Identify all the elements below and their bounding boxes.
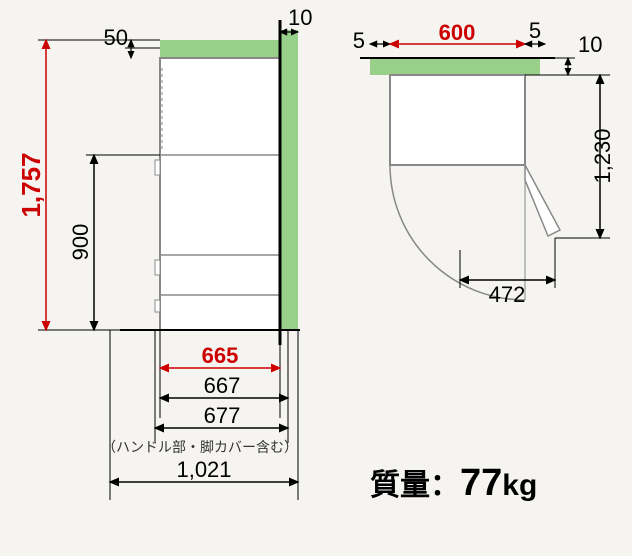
dim-472: 472 <box>489 282 526 307</box>
dim-5r: 5 <box>529 18 541 43</box>
dim-1757: 1,757 <box>16 152 46 217</box>
top-view: 5 600 5 10 1,230 472 <box>353 18 615 307</box>
dim-665: 665 <box>202 343 239 368</box>
dim-1021: 1,021 <box>176 457 231 482</box>
dim-667: 667 <box>204 373 241 398</box>
dim-1230: 1,230 <box>590 128 615 183</box>
svg-text:質量：77kg: 質量：77kg <box>370 462 537 504</box>
dim-back-10: 10 <box>288 5 312 30</box>
mass-text: 質量： <box>370 469 460 502</box>
dim-5l: 5 <box>353 28 365 53</box>
dim-677: 677 <box>204 403 241 428</box>
mass-unit: kg <box>502 469 537 502</box>
handle-note: （ハンドル部・脚カバー含む） <box>102 439 298 455</box>
fridge-body-top <box>390 75 525 165</box>
dim-900: 900 <box>68 224 93 261</box>
mass-label: 質量：77kg <box>370 462 537 504</box>
mass-value: 77 <box>460 462 502 504</box>
side-view: 10 50 1,757 900 665 667 677 （ハンドル部・脚カバー含… <box>16 5 312 500</box>
dim-600: 600 <box>439 20 476 45</box>
dim-top-50: 50 <box>104 25 128 50</box>
fridge-body-side <box>155 58 280 330</box>
dim-top-10: 10 <box>578 32 602 57</box>
